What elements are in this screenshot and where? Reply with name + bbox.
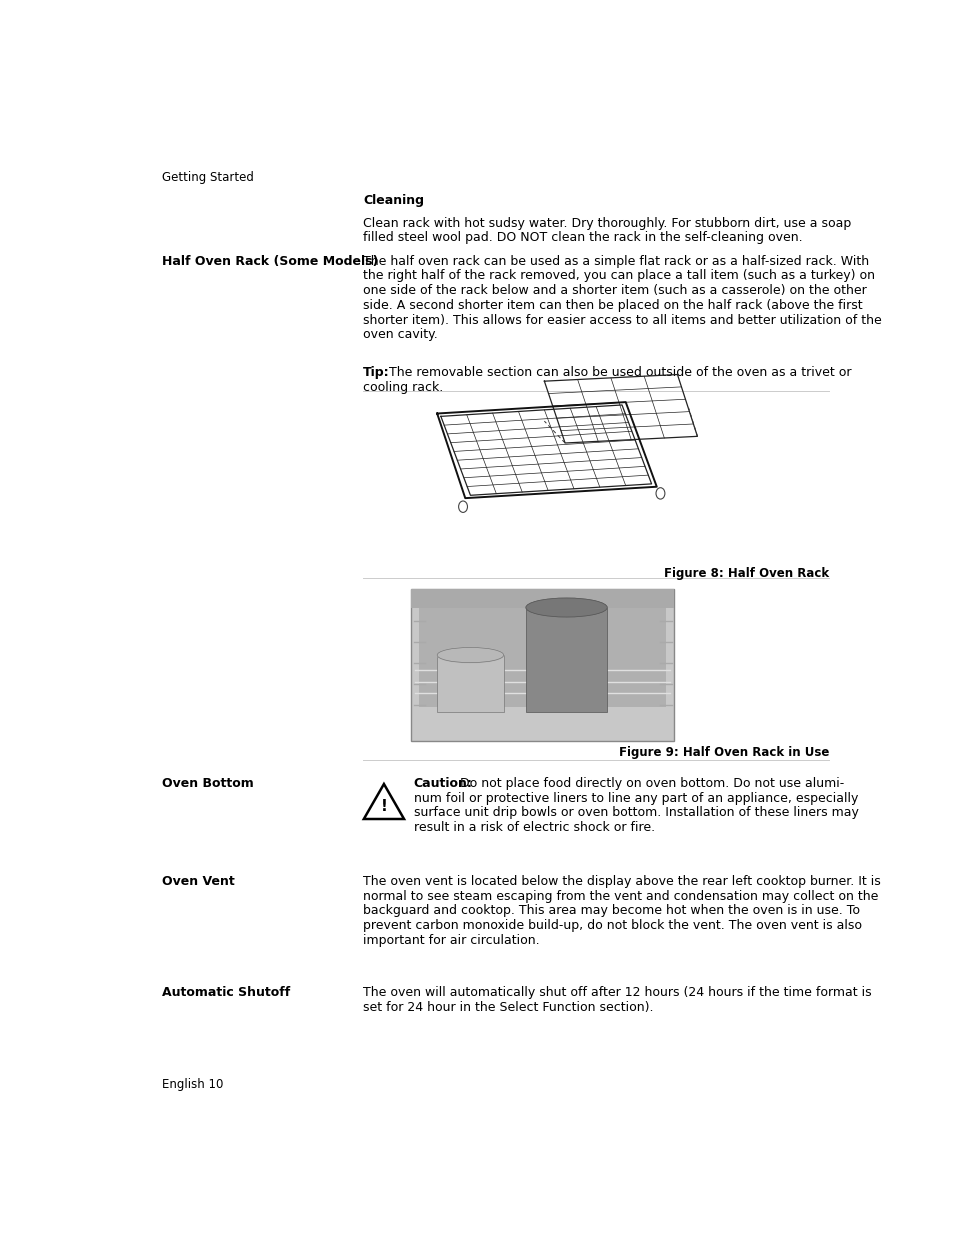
Text: Do not place food directly on oven bottom. Do not use alumi-: Do not place food directly on oven botto… (456, 777, 843, 789)
Bar (436, 655, 503, 713)
Text: Automatic Shutoff: Automatic Shutoff (162, 986, 290, 999)
Text: The half oven rack can be used as a simple flat rack or as a half-sized rack. Wi: The half oven rack can be used as a simp… (363, 254, 868, 268)
Text: backguard and cooktop. This area may become hot when the oven is in use. To: backguard and cooktop. This area may bec… (363, 904, 860, 918)
Text: Clean rack with hot sudsy water. Dry thoroughly. For stubborn dirt, use a soap: Clean rack with hot sudsy water. Dry tho… (363, 216, 851, 230)
Text: normal to see steam escaping from the vent and condensation may collect on the: normal to see steam escaping from the ve… (363, 889, 878, 903)
Bar (363, 390, 828, 559)
Text: Cleaning: Cleaning (363, 194, 424, 206)
Text: English 10: English 10 (162, 1078, 223, 1092)
Text: The oven will automatically shut off after 12 hours (24 hours if the time format: The oven will automatically shut off aft… (363, 986, 871, 999)
Text: one side of the rack below and a shorter item (such as a casserole) on the other: one side of the rack below and a shorter… (363, 284, 866, 298)
Text: surface unit drip bowls or oven bottom. Installation of these liners may: surface unit drip bowls or oven bottom. … (413, 806, 858, 819)
Text: Oven Vent: Oven Vent (162, 874, 234, 888)
Text: the right half of the rack removed, you can place a tall item (such as a turkey): the right half of the rack removed, you … (363, 269, 874, 283)
Ellipse shape (525, 598, 606, 618)
Bar (418, 604, 665, 708)
Text: result in a risk of electric shock or fire.: result in a risk of electric shock or fi… (413, 821, 654, 834)
Text: filled steel wool pad. DO NOT clean the rack in the self-cleaning oven.: filled steel wool pad. DO NOT clean the … (363, 231, 802, 245)
Text: Oven Bottom: Oven Bottom (162, 777, 253, 789)
Text: oven cavity.: oven cavity. (363, 329, 437, 341)
Bar (411, 589, 673, 609)
Text: !: ! (380, 799, 387, 814)
Text: prevent carbon monoxide build-up, do not block the vent. The oven vent is also: prevent carbon monoxide build-up, do not… (363, 919, 862, 932)
Text: set for 24 hour in the Select Function section).: set for 24 hour in the Select Function s… (363, 1000, 653, 1014)
Text: cooling rack.: cooling rack. (363, 380, 443, 394)
Text: shorter item). This allows for easier access to all items and better utilization: shorter item). This allows for easier ac… (363, 314, 882, 327)
Ellipse shape (436, 647, 503, 663)
Text: Getting Started: Getting Started (162, 170, 253, 184)
Bar (411, 589, 673, 741)
Text: The removable section can also be used outside of the oven as a trivet or: The removable section can also be used o… (385, 366, 851, 379)
Polygon shape (363, 784, 404, 819)
Text: The oven vent is located below the display above the rear left cooktop burner. I: The oven vent is located below the displ… (363, 874, 880, 888)
Text: Figure 9: Half Oven Rack in Use: Figure 9: Half Oven Rack in Use (618, 746, 828, 760)
Text: side. A second shorter item can then be placed on the half rack (above the first: side. A second shorter item can then be … (363, 299, 862, 312)
Text: Figure 8: Half Oven Rack: Figure 8: Half Oven Rack (663, 567, 828, 579)
Text: important for air circulation.: important for air circulation. (363, 934, 539, 947)
Text: Tip:: Tip: (363, 366, 390, 379)
Text: Half Oven Rack (Some Models): Half Oven Rack (Some Models) (162, 254, 378, 268)
Text: num foil or protective liners to line any part of an appliance, especially: num foil or protective liners to line an… (413, 792, 857, 804)
Bar (525, 608, 606, 713)
Text: Caution:: Caution: (413, 777, 472, 789)
